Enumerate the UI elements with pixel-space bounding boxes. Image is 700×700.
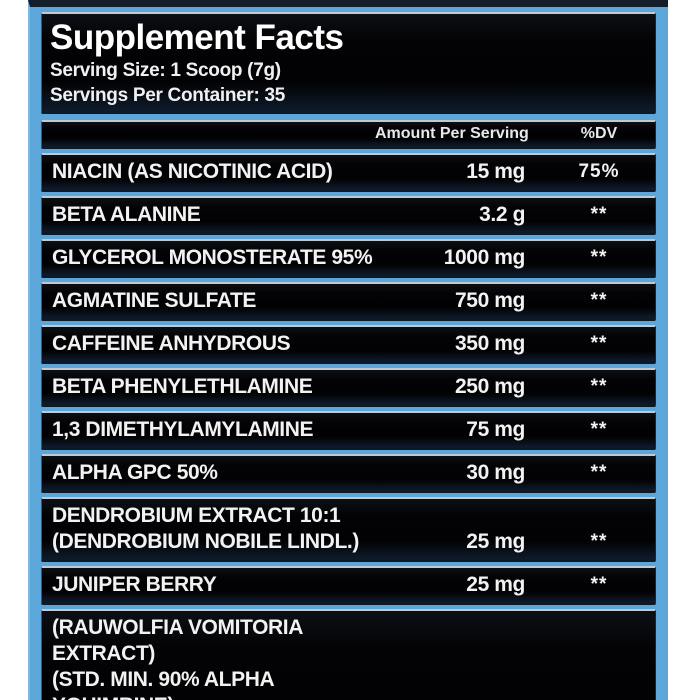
table-row: AGMATINE SULFATE 750 mg **: [41, 282, 656, 321]
ingredient-name: (RAUWOLFIA VOMITORIA EXTRACT) (STD. MIN. …: [52, 615, 375, 700]
ingredient-rows: NIACIN (AS NICOTINIC ACID) 15 mg 75% BET…: [41, 153, 656, 700]
label-title: Supplement Facts: [50, 18, 344, 57]
servings-per-container: Servings Per Container: 35: [50, 85, 286, 106]
ingredient-dv: **: [590, 419, 608, 440]
serving-size: Serving Size: 1 Scoop (7g): [50, 60, 281, 81]
ingredient-amount: 250 mg: [455, 375, 525, 398]
ingredient-name: BETA PHENYLETHLAMINE: [52, 374, 375, 400]
table-row: ALPHA GPC 50% 30 mg **: [41, 454, 656, 493]
percent-dv-header: %DV: [580, 125, 618, 142]
ingredient-dv: **: [590, 462, 608, 483]
ingredient-name-line: NIACIN (AS NICOTINIC ACID): [52, 160, 333, 183]
ingredient-name-line: CAFFEINE ANHYDROUS: [52, 332, 291, 355]
ingredient-name: BETA ALANINE: [52, 202, 375, 228]
amount-per-serving-header: Amount Per Serving: [375, 125, 529, 142]
ingredient-name-line: GLYCEROL MONOSTERATE 95%: [52, 246, 373, 269]
table-row: GLYCEROL MONOSTERATE 95% 1000 mg **: [41, 239, 656, 278]
ingredient-name-line: BETA ALANINE: [52, 203, 201, 226]
table-row: DENDROBIUM EXTRACT 10:1 (DENDROBIUM NOBIL…: [41, 497, 656, 562]
ingredient-amount: 350 mg: [455, 332, 525, 355]
ingredient-name: NIACIN (AS NICOTINIC ACID): [52, 159, 375, 185]
ingredient-name-line: DENDROBIUM EXTRACT 10:1: [52, 504, 341, 527]
ingredient-name: CAFFEINE ANHYDROUS: [52, 331, 375, 357]
ingredient-dv: **: [590, 531, 608, 552]
table-row: JUNIPER BERRY 25 mg **: [41, 566, 656, 605]
ingredient-dv: **: [590, 247, 608, 268]
ingredient-amount: 15 mg: [466, 160, 525, 183]
table-row: NIACIN (AS NICOTINIC ACID) 15 mg 75%: [41, 153, 656, 192]
ingredient-name-line: AGMATINE SULFATE: [52, 289, 256, 312]
ingredient-dv: **: [590, 204, 608, 225]
ingredient-dv: **: [590, 333, 608, 354]
ingredient-name-line: BETA PHENYLETHLAMINE: [52, 375, 313, 398]
ingredient-amount: 25 mg: [466, 573, 525, 596]
ingredient-amount: 25 mg: [466, 530, 525, 553]
ingredient-name: ALPHA GPC 50%: [52, 460, 375, 486]
ingredient-name: JUNIPER BERRY: [52, 572, 375, 598]
ingredient-amount: 75 mg: [466, 418, 525, 441]
table-header-row: Amount Per Serving %DV: [41, 120, 656, 149]
ingredient-name-line: ALPHA GPC 50%: [52, 461, 218, 484]
ingredient-amount: 3.2 g: [479, 203, 525, 226]
ingredient-dv: **: [590, 290, 608, 311]
table-row: BETA PHENYLETHLAMINE 250 mg **: [41, 368, 656, 407]
supplement-facts-label: Supplement Facts Serving Size: 1 Scoop (…: [28, 0, 668, 700]
ingredient-name: 1,3 DIMETHYLAMYLAMINE: [52, 417, 375, 443]
ingredient-amount: 1000 mg: [443, 246, 526, 269]
ingredient-dv: **: [590, 574, 608, 595]
ingredient-dv: 75%: [578, 161, 620, 182]
ingredient-name: AGMATINE SULFATE: [52, 288, 375, 314]
ingredient-amount: 750 mg: [455, 289, 525, 312]
ingredient-name-line: JUNIPER BERRY: [52, 573, 217, 596]
ingredient-name: DENDROBIUM EXTRACT 10:1 (DENDROBIUM NOBIL…: [52, 503, 375, 555]
table-row: (RAUWOLFIA VOMITORIA EXTRACT) (STD. MIN. …: [41, 609, 656, 700]
table-row: 1,3 DIMETHYLAMYLAMINE 75 mg **: [41, 411, 656, 450]
ingredient-name: GLYCEROL MONOSTERATE 95%: [52, 245, 375, 271]
title-box: Supplement Facts Serving Size: 1 Scoop (…: [41, 12, 656, 114]
ingredient-name-line: 1,3 DIMETHYLAMYLAMINE: [52, 418, 314, 441]
ingredient-name-line: (DENDROBIUM NOBILE LINDL.): [52, 530, 359, 553]
ingredient-dv: **: [590, 376, 608, 397]
table-row: BETA ALANINE 3.2 g **: [41, 196, 656, 235]
ingredient-name-line: (STD. MIN. 90% ALPHA YOHIMBINE): [52, 668, 274, 700]
ingredient-amount: 30 mg: [466, 461, 525, 484]
table-row: CAFFEINE ANHYDROUS 350 mg **: [41, 325, 656, 364]
ingredient-name-line: (RAUWOLFIA VOMITORIA EXTRACT): [52, 616, 303, 665]
